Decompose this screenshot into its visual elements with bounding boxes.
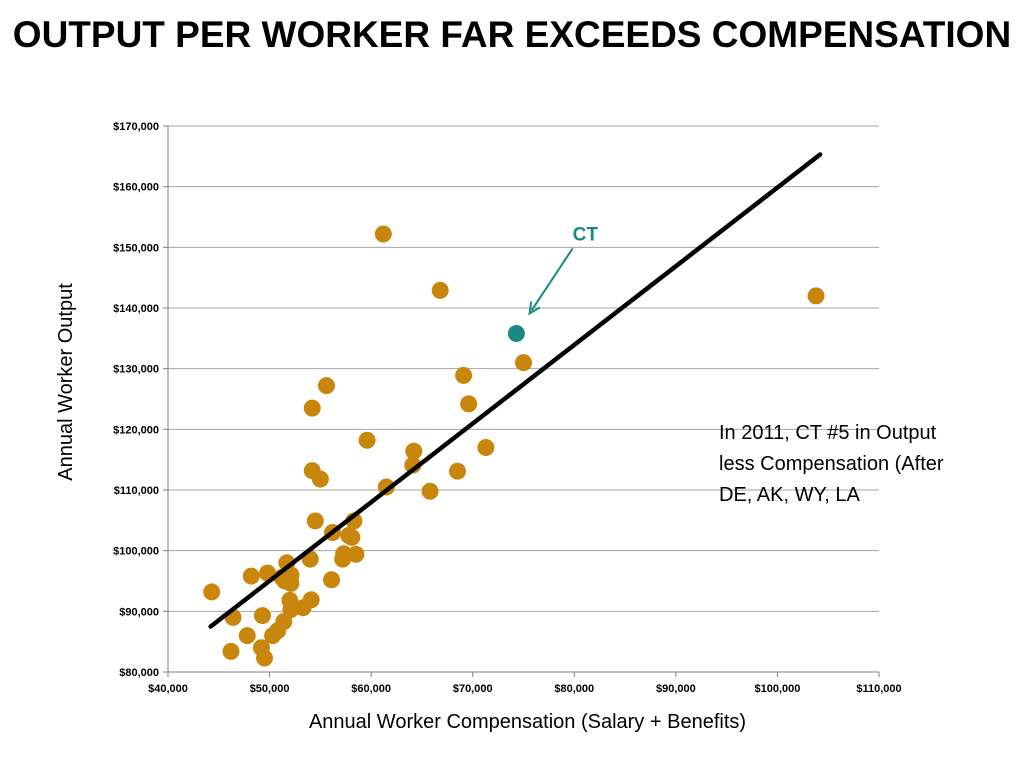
data-point: [374, 225, 392, 243]
x-tick-label: $50,000: [250, 683, 290, 695]
data-point: [515, 354, 532, 372]
data-point: [455, 366, 473, 384]
data-point: [238, 627, 256, 645]
x-tick-label: $40,000: [148, 683, 188, 695]
data-point: [306, 512, 324, 530]
y-tick-label: $160,000: [113, 182, 159, 194]
data-point: [323, 571, 341, 589]
data-point: [343, 528, 361, 546]
x-axis-ticks: $40,000 $50,000 $60,000 $70,000 $80,000 $90,0…: [148, 672, 902, 695]
data-point: [477, 439, 495, 457]
data-point: [222, 642, 240, 660]
x-tick-label: $70,000: [453, 683, 493, 695]
data-point: [448, 462, 466, 480]
data-point: [203, 583, 221, 601]
annotation-note: In 2011, CT #5 in Output less Compensati…: [719, 422, 944, 506]
y-tick-label: $80,000: [119, 667, 159, 679]
y-tick-label: $90,000: [119, 606, 159, 618]
data-point: [282, 566, 300, 584]
data-point: [421, 482, 439, 500]
data-point: [347, 545, 365, 563]
data-point: [358, 431, 376, 449]
data-point: [405, 442, 423, 460]
y-tick-label: $170,000: [113, 121, 159, 133]
data-point: [431, 281, 449, 299]
y-tick-label: $110,000: [114, 485, 159, 497]
x-tick-label: $60,000: [351, 683, 391, 695]
y-tick-label: $130,000: [113, 364, 159, 376]
y-tick-label: $100,000: [113, 546, 159, 558]
page-title: OUTPUT PER WORKER FAR EXCEEDS COMPENSATI…: [12, 14, 1012, 55]
x-tick-label: $100,000: [754, 683, 800, 695]
y-tick-label: $120,000: [113, 424, 159, 436]
data-point: [335, 545, 353, 563]
trend-line: [208, 152, 823, 629]
y-tick-label: $150,000: [113, 242, 159, 254]
y-axis-title: Annual Worker Output: [55, 283, 77, 481]
data-point: [807, 287, 825, 305]
data-point: [311, 470, 329, 488]
data-point: [253, 607, 271, 625]
ct-arrow-line: [530, 247, 574, 312]
data-point: [242, 567, 260, 585]
data-point: [302, 591, 320, 609]
data-point: [460, 395, 478, 413]
data-point: [303, 399, 321, 417]
x-tick-label: $110,000: [856, 683, 901, 695]
x-tick-label: $80,000: [554, 683, 594, 695]
y-tick-label: $140,000: [113, 303, 159, 315]
ct-annotation: CT: [528, 224, 599, 316]
ct-arrow-head: [528, 301, 541, 316]
ct-label: CT: [573, 224, 599, 245]
x-axis-title: Annual Worker Compensation (Salary + Ben…: [309, 711, 746, 733]
x-tick-label: $90,000: [656, 683, 696, 695]
data-point-ct: [507, 324, 525, 342]
data-point: [255, 649, 273, 667]
data-point: [317, 377, 335, 395]
y-axis-ticks: $80,000 $90,000 $100,000 $110,000 $120,000 $1…: [113, 121, 168, 679]
